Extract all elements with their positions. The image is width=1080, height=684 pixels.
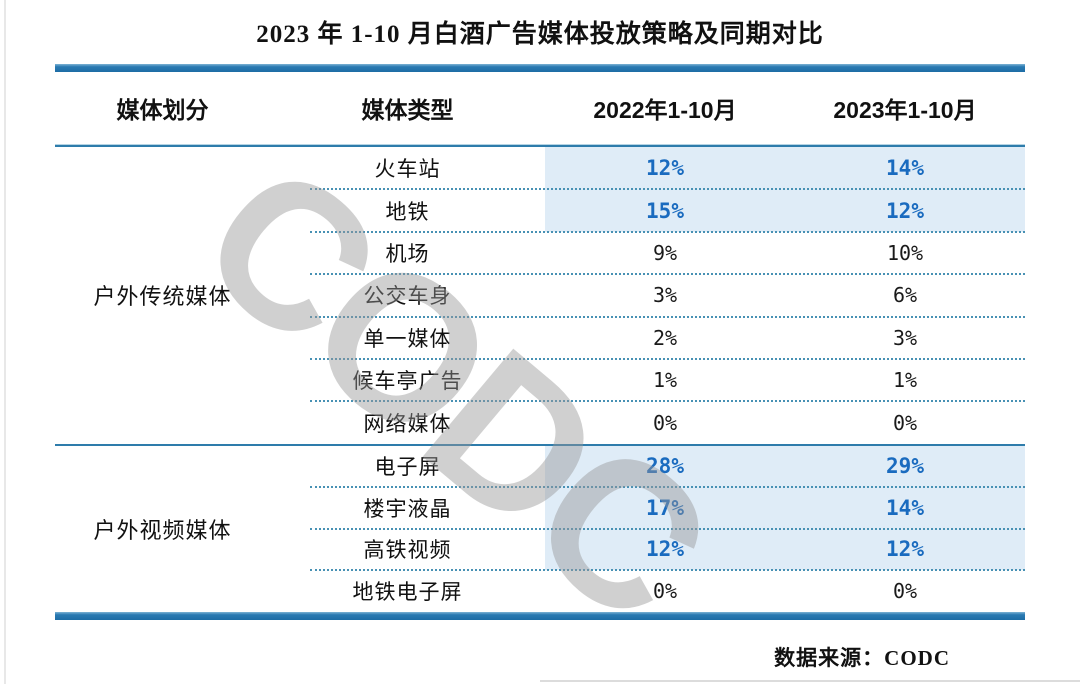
media-type-cell: 地铁电子屏 <box>352 580 463 604</box>
value-2022-cell: 28% <box>545 445 785 488</box>
table-row: 机场 9% 10% <box>270 230 1025 274</box>
table-row: 电子屏 28% 29% <box>270 445 1025 488</box>
page-left-edge-artifact <box>4 0 6 684</box>
table-row: 楼宇液晶 17% 14% <box>270 486 1025 529</box>
media-type-cell: 楼宇液晶 <box>363 497 452 521</box>
group-outdoor-traditional: 户外传统媒体 火车站 12% 14% 地铁 15% 12% 机场 9% 10% <box>55 147 1025 444</box>
page-title: 2023 年 1-10 月白酒广告媒体投放策略及同期对比 <box>256 21 824 48</box>
value-2022-cell: 0% <box>652 410 678 435</box>
group-outdoor-video: 户外视频媒体 电子屏 28% 29% 楼宇液晶 17% 14% 高铁视频 12%… <box>55 445 1025 612</box>
group-divider-line <box>55 443 1025 446</box>
value-2022-cell: 3% <box>652 283 678 308</box>
header-media-type: 媒体类型 <box>361 97 454 123</box>
value-2022-cell: 17% <box>545 487 785 529</box>
table-row: 单一媒体 2% 3% <box>270 315 1025 359</box>
media-type-cell: 电子屏 <box>374 456 441 480</box>
value-2023-cell: 3% <box>892 325 918 350</box>
group-label-outdoor-traditional: 户外传统媒体 <box>93 284 232 310</box>
data-table: 媒体划分 媒体类型 2022年1-10月 2023年1-10月 户外传统媒体 火… <box>55 64 1025 620</box>
group-label-outdoor-video: 户外视频媒体 <box>93 517 232 543</box>
table-bottom-bar <box>55 611 1025 620</box>
group-rows: 火车站 12% 14% 地铁 15% 12% 机场 9% 10% 公交车身 3% <box>270 147 1025 444</box>
data-source-note: 数据来源：CODC <box>774 646 950 670</box>
group-rows: 电子屏 28% 29% 楼宇液晶 17% 14% 高铁视频 12% 12% 地铁… <box>270 445 1025 612</box>
table-row: 公交车身 3% 6% <box>270 273 1025 316</box>
value-2022-cell: 1% <box>652 368 678 393</box>
media-type-cell: 地铁 <box>385 200 430 224</box>
value-2023-cell: 14% <box>785 147 1025 190</box>
media-type-cell: 高铁视频 <box>363 539 452 563</box>
header-2022: 2022年1-10月 <box>593 97 737 123</box>
media-type-cell: 火车站 <box>374 158 441 182</box>
value-2023-cell: 29% <box>785 445 1025 488</box>
table-row: 高铁视频 12% 12% <box>270 527 1025 571</box>
value-2023-cell: 12% <box>785 528 1025 571</box>
media-type-cell: 机场 <box>385 242 430 266</box>
value-2022-cell: 12% <box>545 147 785 190</box>
table-row: 候车亭广告 1% 1% <box>270 357 1025 401</box>
value-2023-cell: 0% <box>892 410 918 435</box>
media-type-cell: 候车亭广告 <box>352 370 463 394</box>
header-media-division: 媒体划分 <box>116 97 209 123</box>
value-2023-cell: 14% <box>785 487 1025 529</box>
table-row: 地铁电子屏 0% 0% <box>270 569 1025 612</box>
value-2022-cell: 15% <box>545 189 785 232</box>
value-2022-cell: 2% <box>652 325 678 350</box>
table-row: 地铁 15% 12% <box>270 188 1025 232</box>
media-type-cell: 单一媒体 <box>363 327 452 351</box>
value-2022-cell: 9% <box>652 240 678 265</box>
table-row: 火车站 12% 14% <box>270 147 1025 190</box>
header-divider-line <box>55 144 1025 147</box>
media-type-cell: 公交车身 <box>363 285 452 309</box>
header-2023: 2023年1-10月 <box>833 97 977 123</box>
value-2023-cell: 1% <box>892 368 918 393</box>
value-2023-cell: 0% <box>892 578 918 603</box>
table-top-bar <box>55 64 1025 72</box>
value-2023-cell: 12% <box>785 189 1025 232</box>
page-bottom-edge-artifact <box>540 680 1080 682</box>
value-2023-cell: 10% <box>886 240 924 265</box>
table-row: 网络媒体 0% 0% <box>270 400 1025 443</box>
media-type-cell: 网络媒体 <box>363 412 452 436</box>
value-2023-cell: 6% <box>892 283 918 308</box>
value-2022-cell: 0% <box>652 578 678 603</box>
value-2022-cell: 12% <box>545 528 785 571</box>
table-header-row: 媒体划分 媒体类型 2022年1-10月 2023年1-10月 <box>55 72 1025 144</box>
